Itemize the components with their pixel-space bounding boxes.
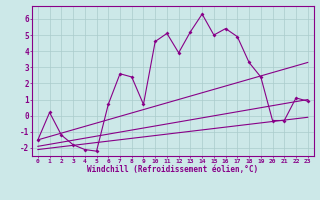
X-axis label: Windchill (Refroidissement éolien,°C): Windchill (Refroidissement éolien,°C) — [87, 165, 258, 174]
